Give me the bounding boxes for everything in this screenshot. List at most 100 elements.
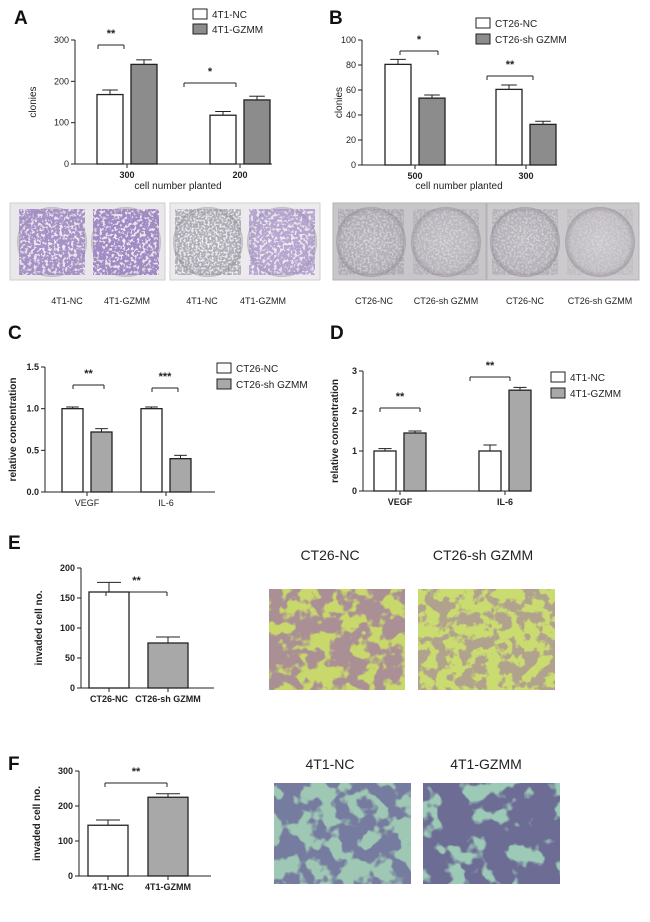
- y-tick-label: 300: [54, 35, 69, 45]
- dish-b3-colonies: [492, 209, 558, 275]
- y-tick-label: 2: [352, 406, 357, 416]
- chart-d-concentration-4t1: 0 1 2 3 relative concentration VEGF IL-6 ** ** 4T…: [330, 360, 621, 507]
- y-tick-label: 200: [54, 76, 69, 86]
- caption-a1: 4T1-NC: [51, 296, 83, 306]
- y-tick-label: 1: [352, 446, 357, 456]
- bar-ct26-nc-300: [495, 88, 523, 166]
- legend-label: 4T1-GZMM: [212, 25, 263, 36]
- bar-ct26-sh gzmm: [147, 642, 189, 689]
- dish-a4-colonies: [249, 209, 315, 275]
- significance-marker: **: [132, 766, 141, 778]
- y-tick-label: 40: [346, 110, 356, 120]
- y-tick-label: 300: [58, 766, 73, 776]
- legend-swatch: [550, 387, 566, 399]
- bar-4t1-gzmm: [147, 796, 189, 877]
- legend-swatch: [475, 17, 491, 29]
- x-tick-label: IL-6: [158, 498, 174, 508]
- bar-ct26-sh-gzmm-vegf: [90, 431, 113, 493]
- y-tick-label: 3: [352, 366, 357, 376]
- y-tick-label: 0: [68, 871, 73, 881]
- significance-marker: **: [486, 360, 495, 372]
- legend-label: CT26-sh GZMM: [236, 380, 308, 391]
- caption-b1: CT26-NC: [355, 296, 394, 306]
- y-tick-label: 150: [60, 593, 75, 603]
- legend-label: 4T1-NC: [570, 373, 605, 384]
- dish-b1-colonies: [338, 209, 404, 275]
- x-tick-label: 200: [232, 170, 247, 180]
- caption-a2: 4T1-GZMM: [104, 296, 150, 306]
- y-tick-label: 0.0: [26, 487, 39, 497]
- panel-letter-e: E: [8, 533, 21, 554]
- x-tick-label: CT26-sh GZMM: [135, 694, 201, 704]
- bar-ct26-nc-500: [384, 63, 412, 166]
- bar-4t1-nc-200: [209, 114, 237, 165]
- micrograph-e1-cells: [269, 589, 405, 690]
- y-axis-title: invaded cell no.: [34, 590, 45, 665]
- significance-marker: **: [396, 391, 405, 403]
- bar-4t1-nc-vegf: [373, 450, 397, 492]
- y-tick-label: 20: [346, 135, 356, 145]
- legend-swatch: [192, 8, 208, 20]
- panel-letter-c: C: [8, 323, 22, 344]
- x-tick-label: 300: [119, 170, 134, 180]
- legend-swatch: [192, 23, 208, 35]
- legend-swatch: [216, 362, 232, 374]
- y-tick-label: 60: [346, 85, 356, 95]
- x-axis-title: cell number planted: [134, 181, 221, 192]
- legend-label: CT26-sh GZMM: [495, 35, 567, 46]
- bar-4t1-gzmm-il-6: [508, 389, 532, 492]
- bar-ct26-nc: [88, 591, 130, 689]
- y-axis-title: relative concentration: [330, 379, 341, 483]
- bar-4t1-nc-300: [96, 93, 124, 165]
- y-tick-label: 200: [60, 563, 75, 573]
- photo-strip-b: [332, 202, 640, 281]
- x-tick-label: 4T1-NC: [92, 882, 124, 892]
- legend-label: CT26-NC: [495, 19, 537, 30]
- y-tick-label: 100: [54, 118, 69, 128]
- significance-marker: **: [506, 59, 515, 71]
- dish-b2-colonies: [413, 209, 479, 275]
- y-axis-title: relative concentration: [8, 378, 19, 482]
- bar-4t1-gzmm-200: [243, 99, 271, 165]
- bar-4t1-nc: [87, 824, 129, 877]
- legend-label: 4T1-NC: [212, 10, 247, 21]
- y-axis-title: invaded cell no.: [32, 786, 43, 861]
- legend-label: 4T1-GZMM: [570, 389, 621, 400]
- legend-swatch: [475, 33, 491, 45]
- chart-f-invasion-4t1: 0 100 200 300 invaded cell no. 4T1-NC 4T1-GZMM…: [32, 766, 211, 892]
- panel-letter-f: F: [8, 754, 20, 775]
- caption-b3: CT26-NC: [506, 296, 545, 306]
- x-tick-label: VEGF: [75, 498, 100, 508]
- y-tick-label: 0: [70, 683, 75, 693]
- dish-a3-colonies: [175, 209, 241, 275]
- dish-a1-colonies: [19, 209, 85, 275]
- chart-e-invasion-ct26: 0 50 100 150 200 invaded cell no. CT26-NC CT26-…: [34, 563, 214, 704]
- x-tick-label: VEGF: [388, 497, 413, 507]
- chart-c-concentration-ct26: 0.0 0.5 1.0 1.5 relative concentration VEGF IL…: [8, 362, 308, 508]
- image-title-f2: 4T1-GZMM: [450, 756, 522, 772]
- image-title-e2: CT26-sh GZMM: [433, 547, 533, 563]
- bar-ct26-nc-vegf: [61, 408, 84, 493]
- y-axis-title: clonies: [28, 86, 39, 117]
- x-tick-label: 300: [518, 171, 533, 181]
- y-tick-label: 200: [58, 801, 73, 811]
- y-tick-label: 100: [58, 836, 73, 846]
- y-tick-label: 100: [60, 623, 75, 633]
- x-tick-label: CT26-NC: [90, 694, 129, 704]
- micrograph-f1-cells: [274, 783, 411, 884]
- legend-swatch: [216, 378, 232, 390]
- image-title-f1: 4T1-NC: [305, 756, 354, 772]
- y-tick-label: 1.5: [26, 362, 39, 372]
- bar-ct26-sh-gzmm-300: [529, 123, 557, 166]
- y-tick-label: 50: [65, 653, 75, 663]
- y-tick-label: 0.5: [26, 445, 39, 455]
- bar-4t1-gzmm-300: [130, 63, 158, 165]
- bar-ct26-sh-gzmm-500: [418, 97, 446, 166]
- caption-a4: 4T1-GZMM: [240, 296, 286, 306]
- y-tick-label: 0: [352, 486, 357, 496]
- significance-marker: ***: [159, 371, 173, 383]
- x-tick-label: 500: [407, 171, 422, 181]
- panel-letter-a: A: [14, 8, 28, 29]
- significance-marker: *: [417, 34, 422, 46]
